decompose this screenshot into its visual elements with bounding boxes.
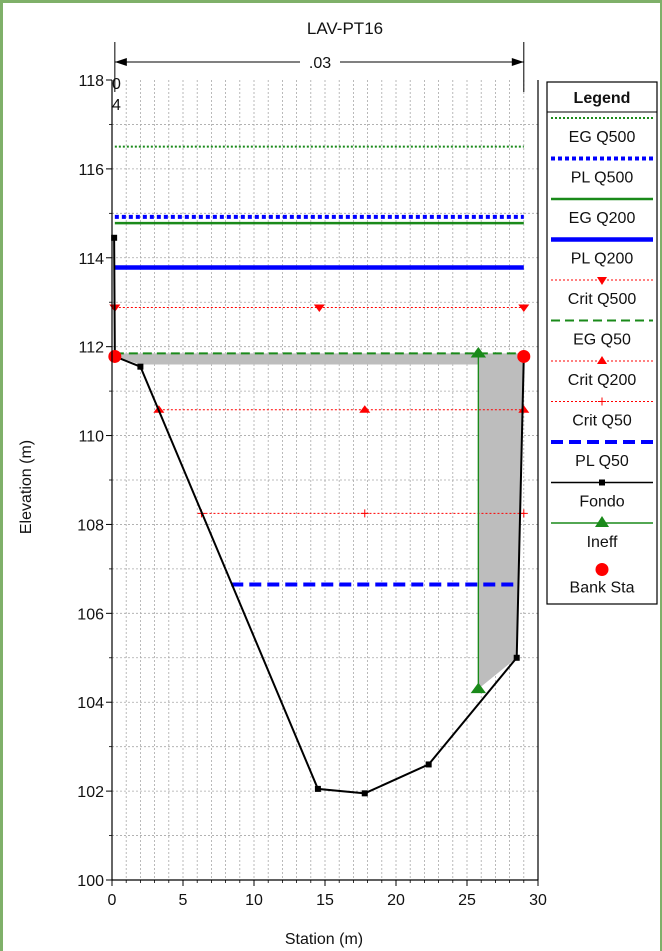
ineffective-area-fill xyxy=(114,353,524,689)
legend-marker-ineff xyxy=(595,516,609,527)
corner-label-top: 0 xyxy=(112,76,121,93)
series-fondo xyxy=(113,237,525,795)
legend-label-eg-q500: EG Q500 xyxy=(569,129,636,146)
chart-title: LAV-PT16 xyxy=(307,19,383,38)
ineff-marker xyxy=(470,682,487,694)
ineffective-area xyxy=(114,353,524,689)
fondo-marker xyxy=(513,654,520,661)
y-tick-label: 102 xyxy=(77,784,104,801)
crit-q500-marker xyxy=(518,304,530,313)
x-axis-label: Station (m) xyxy=(285,931,363,948)
y-tick-label: 100 xyxy=(77,873,104,890)
x-tick-label: 5 xyxy=(179,892,188,909)
legend-label-crit-q500: Crit Q500 xyxy=(568,291,637,308)
legend: Legend EG Q500 PL Q500 EG Q200 PL Q200 Crit Q… xyxy=(546,81,658,605)
y-tick-label: 104 xyxy=(77,695,104,712)
legend-label-pl-q50: PL Q50 xyxy=(575,453,629,470)
crit-q50-marker xyxy=(360,509,369,518)
corner-label-bottom: 4 xyxy=(112,97,121,114)
y-tick-label: 106 xyxy=(77,606,104,623)
series-group xyxy=(108,145,531,797)
crit-q200-marker xyxy=(359,405,371,413)
ineff-marker xyxy=(470,347,487,358)
crit-q500-marker xyxy=(313,304,325,313)
x-tick-label: 30 xyxy=(529,892,547,909)
legend-title: Legend xyxy=(574,90,631,107)
manning-annotation: .03 xyxy=(114,42,525,92)
y-tick-label: 116 xyxy=(78,162,104,179)
manning-label: .03 xyxy=(309,55,331,72)
fondo-marker xyxy=(425,761,432,768)
legend-label-pl-q200: PL Q200 xyxy=(571,251,634,268)
crit-q200-marker xyxy=(518,405,530,413)
y-axis-label: Elevation (m) xyxy=(18,440,35,534)
legend-label-eg-q200: EG Q200 xyxy=(569,210,636,227)
legend-marker-bank-sta xyxy=(595,563,609,576)
legend-label-ineff: Ineff xyxy=(587,534,618,551)
fondo-marker xyxy=(361,790,368,797)
x-tick-label: 20 xyxy=(387,892,405,909)
legend-marker-crit-q200 xyxy=(597,356,607,364)
legend-label-crit-q200: Crit Q200 xyxy=(568,372,637,389)
y-tick-label: 112 xyxy=(78,340,104,357)
y-tick-label: 118 xyxy=(78,73,104,90)
legend-marker-crit-q500 xyxy=(597,277,607,285)
crit-q50-marker xyxy=(519,509,528,518)
bank-sta-marker xyxy=(517,349,531,363)
y-tick-label: 110 xyxy=(78,429,104,446)
bank-sta-marker xyxy=(108,349,122,363)
legend-marker-fondo xyxy=(599,479,605,486)
axes: 0 5 10 15 20 25 30 100 102 104 106 108 110 112 114 116 1… xyxy=(77,73,547,909)
legend-label-eg-q50: EG Q50 xyxy=(573,332,631,349)
grid-lines xyxy=(112,80,538,880)
legend-label-crit-q50: Crit Q50 xyxy=(572,413,632,430)
legend-label-bank-sta: Bank Sta xyxy=(570,580,635,597)
legend-marker-crit-q50 xyxy=(598,397,606,406)
legend-label-pl-q500: PL Q500 xyxy=(571,170,634,187)
x-tick-label: 25 xyxy=(458,892,476,909)
x-tick-label: 0 xyxy=(108,892,117,909)
manning-arrowhead-left xyxy=(114,58,127,66)
x-tick-label: 10 xyxy=(245,892,263,909)
legend-label-fondo: Fondo xyxy=(579,494,624,511)
y-tick-label: 114 xyxy=(78,251,104,268)
fondo-marker xyxy=(137,363,144,370)
manning-arrowhead-right xyxy=(511,58,524,66)
fondo-marker xyxy=(111,234,118,241)
y-tick-label: 108 xyxy=(77,517,104,534)
fondo-marker xyxy=(314,785,321,792)
x-tick-label: 15 xyxy=(316,892,334,909)
